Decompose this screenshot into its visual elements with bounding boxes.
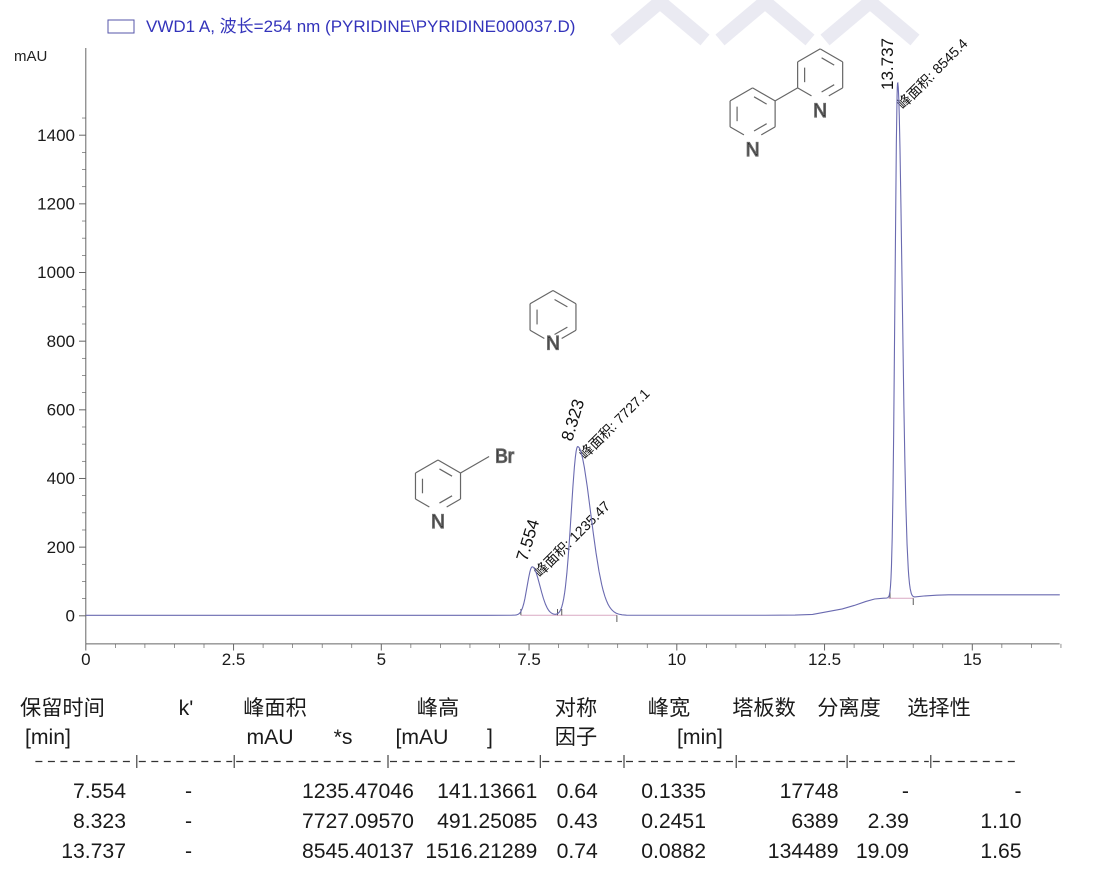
- svg-text:19.09: 19.09: [856, 840, 909, 863]
- svg-text:1.10: 1.10: [980, 810, 1021, 833]
- svg-text:7727.09570: 7727.09570: [302, 810, 414, 833]
- svg-text:1000: 1000: [37, 263, 75, 282]
- svg-text:141.13661: 141.13661: [437, 780, 537, 803]
- svg-text:0.0882: 0.0882: [641, 840, 706, 863]
- svg-text:0.64: 0.64: [557, 780, 598, 803]
- svg-text:13.737: 13.737: [878, 38, 897, 90]
- svg-text:保留时间: 保留时间: [20, 696, 105, 720]
- svg-text:8545.40137: 8545.40137: [302, 840, 414, 863]
- svg-text:0: 0: [66, 607, 75, 626]
- svg-text:-: -: [185, 840, 192, 863]
- svg-text:0.74: 0.74: [557, 840, 598, 863]
- svg-text:200: 200: [47, 538, 75, 557]
- svg-text:0: 0: [81, 650, 90, 669]
- svg-text:0.1335: 0.1335: [641, 780, 706, 803]
- svg-text:VWD1 A, 波长=254 nm (PYRIDINE\PY: VWD1 A, 波长=254 nm (PYRIDINE\PYRIDINE0000…: [146, 17, 575, 36]
- svg-text:400: 400: [47, 469, 75, 488]
- svg-text:7.5: 7.5: [517, 650, 541, 669]
- svg-text:]: ]: [487, 726, 493, 749]
- svg-text:1516.21289: 1516.21289: [425, 840, 537, 863]
- svg-text:mAU: mAU: [246, 726, 293, 749]
- svg-text:*s: *s: [334, 726, 353, 749]
- svg-text:600: 600: [47, 401, 75, 420]
- svg-text:0.43: 0.43: [557, 810, 598, 833]
- svg-text:塔板数: 塔板数: [732, 696, 796, 720]
- svg-text:491.25085: 491.25085: [437, 810, 537, 833]
- svg-text:选择性: 选择性: [907, 696, 971, 720]
- svg-text:N: N: [746, 140, 760, 161]
- svg-text:800: 800: [47, 332, 75, 351]
- svg-text:8.323: 8.323: [73, 810, 126, 833]
- svg-text:N: N: [546, 334, 560, 355]
- svg-text:[min]: [min]: [25, 726, 71, 749]
- svg-text:1.65: 1.65: [980, 840, 1021, 863]
- svg-text:对称: 对称: [555, 696, 597, 720]
- svg-text:-: -: [1015, 780, 1022, 803]
- svg-text:12.5: 12.5: [808, 650, 841, 669]
- svg-text:[mAU: [mAU: [396, 726, 449, 749]
- svg-text:N: N: [431, 512, 445, 533]
- svg-text:17748: 17748: [780, 780, 839, 803]
- svg-text:峰面积: 峰面积: [243, 696, 307, 720]
- svg-text:1200: 1200: [37, 195, 75, 214]
- svg-text:峰宽: 峰宽: [648, 696, 690, 720]
- svg-text:5: 5: [377, 650, 386, 669]
- svg-text:2.39: 2.39: [868, 810, 909, 833]
- svg-text:因子: 因子: [555, 726, 597, 749]
- svg-text:1235.47046: 1235.47046: [302, 780, 414, 803]
- svg-text:-: -: [902, 780, 909, 803]
- svg-text:10: 10: [667, 650, 686, 669]
- svg-text:15: 15: [963, 650, 982, 669]
- svg-text:峰高: 峰高: [417, 696, 459, 720]
- svg-text:134489: 134489: [768, 840, 839, 863]
- svg-text:13.737: 13.737: [61, 840, 126, 863]
- svg-text:[min]: [min]: [677, 726, 723, 749]
- svg-text:mAU: mAU: [14, 48, 47, 65]
- svg-text:-: -: [185, 780, 192, 803]
- svg-text:6389: 6389: [791, 810, 838, 833]
- svg-text:分离度: 分离度: [817, 696, 881, 720]
- svg-text:7.554: 7.554: [73, 780, 126, 803]
- svg-text:1400: 1400: [37, 126, 75, 145]
- svg-text:0.2451: 0.2451: [641, 810, 706, 833]
- svg-text:Br: Br: [495, 447, 515, 468]
- svg-text:k': k': [179, 697, 194, 720]
- svg-text:N: N: [813, 101, 827, 122]
- svg-text:-: -: [185, 810, 192, 833]
- svg-text:2.5: 2.5: [222, 650, 246, 669]
